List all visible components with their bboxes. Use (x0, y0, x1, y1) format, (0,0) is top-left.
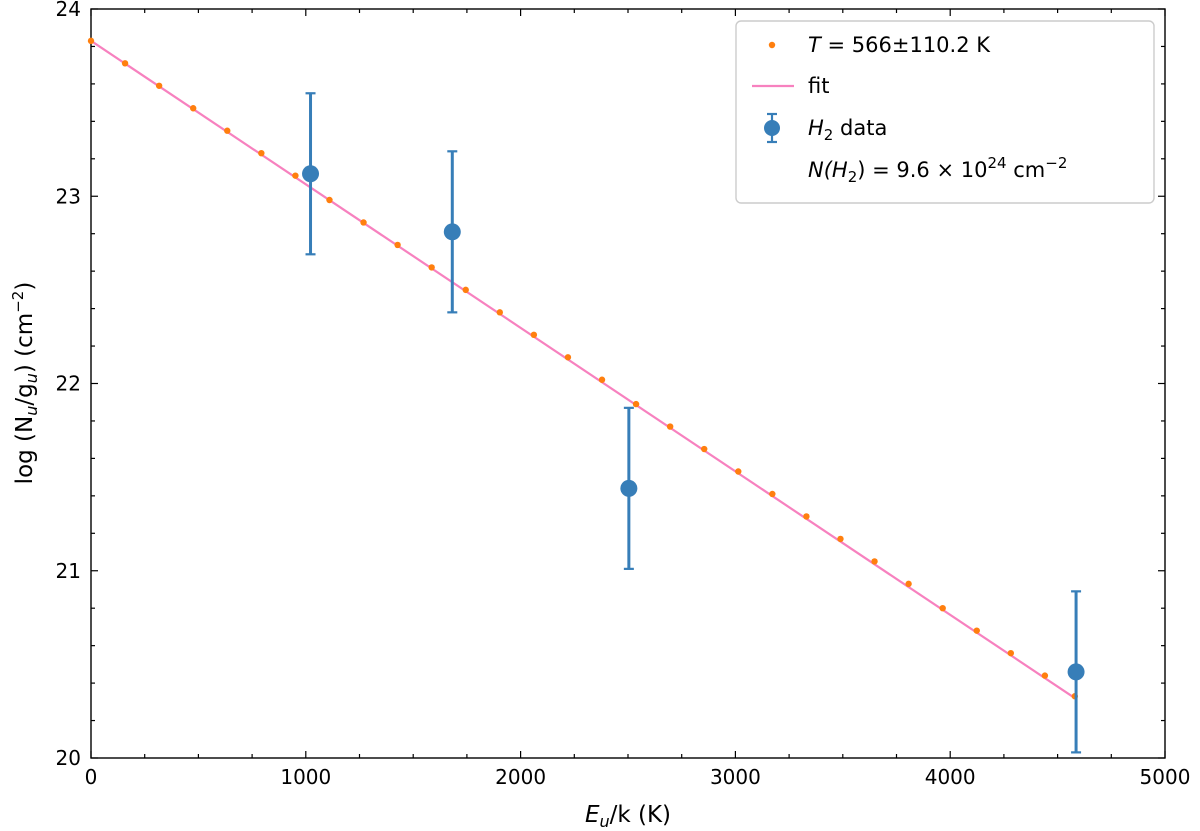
model-point (803, 513, 810, 520)
model-point (155, 82, 163, 89)
legend-label-fit: fit (808, 74, 829, 98)
model-point (462, 286, 469, 294)
model-point (190, 105, 197, 112)
model-point (973, 627, 980, 634)
h2-data-point (620, 406, 638, 570)
tick-labels: 0 1000 2000 3000 4000 5000 20 21 22 23 24 (56, 0, 1191, 789)
h2-data-layer (302, 92, 1085, 754)
legend-marker-h2-data (764, 112, 780, 144)
model-point (224, 127, 231, 134)
h2-data-point (1067, 590, 1085, 754)
model-point (598, 376, 606, 383)
legend-label-column-density: N(H2) = 9.6 × 1024 cm−2 (808, 154, 1067, 186)
fit-layer (90, 39, 1076, 699)
x-tick-label: 2000 (495, 765, 546, 789)
model-point (837, 535, 844, 543)
model-point (360, 219, 367, 226)
model-points-layer (87, 37, 1078, 700)
model-point (394, 241, 401, 249)
y-axis-label: log (Nu/gu) (cm−2) (9, 282, 41, 485)
model-point (121, 60, 129, 67)
model-point (905, 580, 912, 588)
legend: T = 566±110.2 K fit H2 data N(H2) = 9.6 … (735, 20, 1155, 204)
model-point (632, 400, 640, 408)
model-point (258, 149, 265, 157)
model-point (1007, 649, 1015, 657)
legend-marker-model-points (768, 41, 776, 49)
model-point (666, 423, 674, 430)
x-tick-label: 0 (85, 765, 98, 789)
model-point (496, 309, 504, 316)
model-point (939, 605, 946, 612)
model-point (1041, 672, 1049, 679)
model-point (292, 172, 299, 179)
y-tick-label: 21 (56, 559, 81, 583)
model-point (564, 354, 572, 361)
data-marker (620, 479, 638, 497)
data-marker (443, 223, 461, 241)
y-tick-label: 20 (56, 746, 81, 770)
data-marker (1067, 663, 1085, 681)
model-point (326, 196, 333, 204)
model-point (871, 558, 878, 565)
h2-data-point (302, 92, 320, 256)
model-point (735, 468, 742, 475)
axis-ticks (90, 8, 1166, 759)
legend-box (735, 20, 1155, 204)
legend-label-temperature: T = 566±110.2 K (808, 33, 991, 57)
y-tick-label: 22 (56, 372, 81, 396)
fit-line (90, 39, 1076, 699)
model-point (87, 37, 95, 45)
data-marker (302, 165, 320, 183)
model-point (769, 490, 776, 498)
x-tick-label: 4000 (925, 765, 976, 789)
x-tick-label: 5000 (1140, 765, 1191, 789)
model-point (428, 264, 435, 271)
x-tick-label: 1000 (280, 765, 331, 789)
h2-data-point (443, 150, 461, 314)
x-tick-label: 3000 (710, 765, 761, 789)
legend-label-h2-data: H2 data (808, 116, 887, 144)
x-axis-label: Eu/k (K) (585, 802, 671, 831)
y-tick-label: 24 (56, 0, 81, 21)
y-tick-label: 23 (56, 184, 81, 208)
model-point (530, 331, 538, 339)
model-point (701, 445, 708, 453)
